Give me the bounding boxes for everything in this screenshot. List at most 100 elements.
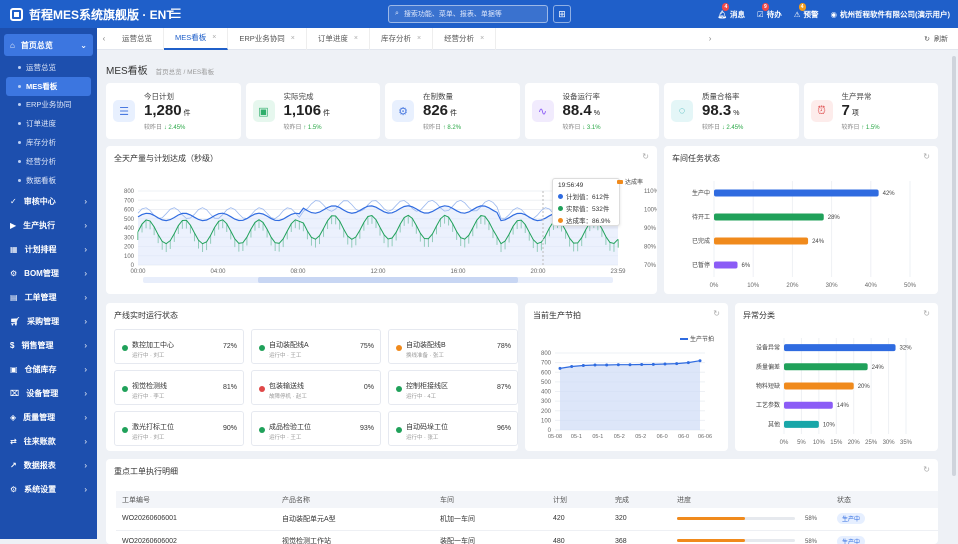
sidebar-item[interactable]: ✓审核中心›: [0, 190, 97, 214]
warning-button[interactable]: ⚠ 4 预警: [794, 9, 819, 20]
x-tick-label: 20%: [848, 440, 861, 446]
column-header[interactable]: 产品名称: [276, 491, 434, 508]
refresh-button[interactable]: ↻ 刷新: [924, 34, 948, 44]
sidebar-item[interactable]: ◈质量管理›: [0, 406, 97, 430]
user-menu[interactable]: ◉ 杭州哲程软件有限公司(演示用户): [830, 9, 950, 20]
refresh-label: 刷新: [934, 34, 948, 44]
chevron-right-icon: ›: [84, 245, 87, 254]
tab[interactable]: MES看板×: [164, 28, 228, 50]
sidebar-item-icon: ▶: [10, 221, 16, 230]
menu-toggle-icon[interactable]: ☰: [170, 6, 182, 22]
tab[interactable]: 经营分析×: [433, 28, 496, 50]
sidebar-item[interactable]: $销售管理›: [0, 334, 97, 358]
sidebar-item[interactable]: 🛒︎采购管理›: [0, 310, 97, 334]
sidebar-item[interactable]: ▦计划排程›: [0, 238, 97, 262]
tabs-prev-icon[interactable]: ‹: [97, 34, 111, 43]
chevron-right-icon: ›: [84, 365, 87, 374]
close-icon[interactable]: ×: [212, 34, 216, 41]
page-scrollbar[interactable]: [952, 56, 956, 476]
sidebar-item[interactable]: ⌧设备管理›: [0, 382, 97, 406]
sidebar-item[interactable]: ⚙BOM管理›: [0, 262, 97, 286]
kpi-unit: 件: [184, 110, 191, 117]
warning-label: 预警: [803, 9, 818, 20]
company-name: 杭州哲程软件有限公司(演示用户): [840, 9, 950, 20]
sidebar-sub-item[interactable]: 运营总览: [0, 58, 97, 77]
progress-fill: [677, 539, 745, 542]
sidebar-sub-item[interactable]: 库存分析: [0, 133, 97, 152]
orders-title: 重点工单执行明细: [114, 466, 178, 477]
column-header[interactable]: 工单编号: [116, 491, 276, 508]
sidebar-group-home[interactable]: ⌂ 首页总览 ⌄: [4, 34, 93, 56]
alarm-icon: ⏰︎: [811, 100, 833, 122]
close-icon[interactable]: ×: [417, 35, 421, 42]
shield-icon: ◌: [671, 100, 693, 122]
column-header[interactable]: 状态: [831, 491, 938, 508]
sidebar-sub-item[interactable]: ERP业务协同: [0, 96, 97, 115]
sidebar-item-icon: ⚙: [10, 485, 17, 494]
tooltip-row: 计划值：612件: [558, 191, 614, 201]
x-tick-label: 23:59: [610, 269, 626, 275]
chevron-right-icon: ›: [84, 437, 87, 446]
scan-button[interactable]: ⊞: [553, 5, 571, 23]
close-icon[interactable]: ×: [480, 35, 484, 42]
cell-plan: 420: [547, 508, 609, 530]
column-header[interactable]: 进度: [671, 491, 831, 508]
takt-point: [640, 363, 643, 366]
app-logo[interactable]: 哲程MES系统旗舰版 · ENT: [0, 6, 190, 23]
messages-button[interactable]: 🔔︎ 4 消息: [717, 9, 745, 20]
tab[interactable]: ERP业务协同×: [228, 28, 307, 50]
panel-refresh-icon[interactable]: ↻: [923, 465, 930, 474]
sidebar-item[interactable]: ↗数据报表›: [0, 454, 97, 478]
sidebar-item[interactable]: ▣仓储库存›: [0, 358, 97, 382]
sidebar-sub-item[interactable]: 经营分析: [0, 152, 97, 171]
tab[interactable]: 运营总览: [111, 28, 164, 50]
sidebar-item[interactable]: ▶生产执行›: [0, 214, 97, 238]
tabs-next-icon[interactable]: ›: [703, 34, 717, 43]
category-label: 工艺参数: [756, 401, 780, 409]
close-icon[interactable]: ×: [354, 35, 358, 42]
column-header[interactable]: 完成: [609, 491, 671, 508]
cell-done: 368: [609, 530, 671, 544]
todo-button[interactable]: ☑ 9 待办: [757, 9, 782, 20]
sidebar-item[interactable]: ⇄往来账款›: [0, 430, 97, 454]
column-header[interactable]: 计划: [547, 491, 609, 508]
todo-badge: 9: [762, 3, 769, 11]
tab[interactable]: 订单进度×: [307, 28, 370, 50]
chevron-right-icon: ›: [84, 389, 87, 398]
tab[interactable]: 库存分析×: [370, 28, 433, 50]
column-header[interactable]: 车间: [434, 491, 547, 508]
sidebar-sub-item[interactable]: 订单进度: [0, 114, 97, 133]
close-icon[interactable]: ×: [291, 35, 295, 42]
progress-bar: [677, 517, 795, 520]
global-search-input[interactable]: ⌕ 搜索功能、菜单、报表、单据等: [388, 5, 548, 23]
sidebar-item[interactable]: ⚙系统设置›: [0, 478, 97, 502]
sidebar-item[interactable]: ▤工单管理›: [0, 286, 97, 310]
x-tick-label: 0%: [780, 440, 789, 446]
sidebar-sub-item[interactable]: MES看板: [6, 77, 91, 96]
kpi-value: 88.4: [563, 102, 592, 119]
sidebar-sub-item[interactable]: 数据看板: [0, 171, 97, 190]
kpi-label: 在制数量: [423, 91, 461, 102]
x-tick-label: 30%: [826, 283, 839, 289]
bar-value-label: 42%: [883, 191, 896, 197]
